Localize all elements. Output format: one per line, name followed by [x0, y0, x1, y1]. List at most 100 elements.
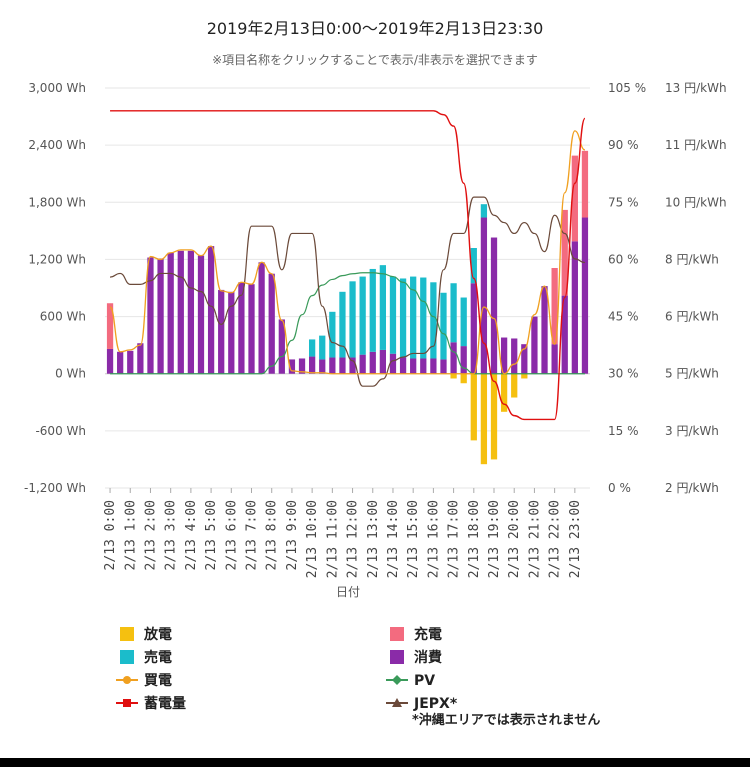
y-mid-tick-label: 60 % — [608, 252, 639, 266]
bar-sell — [410, 276, 417, 359]
legend-label: 蓄電量 — [144, 695, 186, 712]
bar-sell — [369, 268, 376, 352]
bar-consumption — [450, 342, 457, 374]
bar-sell — [430, 282, 437, 359]
bar-charge — [571, 155, 578, 242]
legend-marker-square — [123, 699, 131, 707]
bar-discharge — [480, 373, 488, 465]
bar-consumption — [581, 217, 589, 374]
bar-consumption — [298, 358, 306, 374]
legend-label: JEPX* — [413, 696, 458, 712]
bar-sell — [349, 281, 356, 358]
legend-swatch — [120, 627, 134, 641]
y-left-tick-label: 3,000 Wh — [28, 81, 86, 95]
line-buy — [109, 130, 586, 375]
x-tick-label: 2/13 1:00 — [123, 500, 138, 570]
legend-item[interactable]: 充電 — [390, 626, 442, 643]
bar-consumption — [238, 282, 245, 374]
bar-sell — [460, 297, 467, 347]
line-jepx — [110, 196, 585, 387]
bar-consumption — [197, 255, 205, 374]
bar-consumption — [329, 357, 336, 374]
legend-item[interactable]: PV — [386, 673, 435, 689]
y-left-tick-label: 600 Wh — [40, 310, 86, 324]
x-tick-label: 2/13 9:00 — [285, 500, 300, 570]
legend-item[interactable]: 買電 — [116, 672, 172, 689]
x-tick-label: 2/13 10:00 — [305, 500, 320, 578]
y-left-tick-label: 1,200 Wh — [28, 252, 86, 266]
bar-discharge — [460, 373, 467, 384]
x-tick-label: 2/13 18:00 — [467, 500, 482, 578]
bar-charge — [551, 268, 558, 345]
y-right-tick-label: 8 円/kWh — [665, 252, 719, 266]
bar-consumption — [551, 344, 558, 374]
y-axes: -1,200 Wh 0 % 2 円/kWh -600 Wh 15 % 3 円/kWh 0 W… — [24, 81, 727, 495]
bar-sell — [420, 277, 427, 359]
x-axis-label: 日付 — [336, 585, 360, 599]
line-series — [109, 110, 586, 421]
bar-discharge — [490, 373, 498, 460]
x-tick-label: 2/13 8:00 — [265, 500, 280, 570]
bar-consumption — [571, 241, 578, 374]
x-tick-label: 2/13 7:00 — [245, 500, 260, 570]
y-mid-tick-label: 15 % — [608, 424, 639, 438]
x-tick-label: 2/13 16:00 — [426, 500, 441, 578]
x-tick-label: 2/13 6:00 — [224, 500, 239, 570]
legend-swatch — [390, 650, 404, 664]
bar-discharge — [521, 373, 528, 379]
x-tick-label: 2/13 2:00 — [143, 500, 158, 570]
bar-sell — [389, 276, 397, 354]
bar-consumption — [268, 273, 275, 374]
bar-consumption — [218, 289, 225, 374]
bar-consumption — [480, 217, 488, 374]
y-mid-tick-label: 30 % — [608, 367, 639, 381]
bar-consumption — [339, 357, 346, 374]
y-left-tick-label: 1,800 Wh — [28, 195, 86, 209]
legend-item[interactable]: 蓄電量 — [116, 695, 186, 712]
y-left-tick-label: -600 Wh — [35, 424, 86, 438]
y-mid-tick-label: 45 % — [608, 310, 639, 324]
legend-label: PV — [414, 673, 435, 689]
chart-title: 2019年2月13日0:00～2019年2月13日23:30 — [207, 19, 544, 38]
x-tick-label: 2/13 15:00 — [406, 500, 421, 578]
bar-consumption — [157, 258, 164, 374]
bar-consumption — [561, 295, 568, 374]
bar-consumption — [470, 283, 477, 374]
legend-marker-triangle — [392, 698, 402, 707]
y-mid-tick-label: 75 % — [608, 195, 639, 209]
bar-consumption — [430, 358, 437, 374]
legend-item[interactable]: 消費 — [390, 649, 442, 666]
bar-consumption — [369, 351, 376, 374]
bar-sell — [470, 248, 477, 284]
y-right-tick-label: 10 円/kWh — [665, 195, 727, 209]
legend-item[interactable]: 放電 — [120, 626, 172, 643]
bar-consumption — [319, 359, 326, 374]
bar-consumption — [379, 349, 386, 374]
bar-consumption — [228, 291, 235, 374]
bar-consumption — [278, 319, 285, 374]
bar-consumption — [389, 353, 397, 374]
legend-item[interactable]: 売電 — [120, 649, 172, 666]
bar-consumption — [349, 357, 356, 374]
bar-sell — [329, 311, 336, 358]
y-right-tick-label: 5 円/kWh — [665, 367, 719, 381]
y-left-tick-label: -1,200 Wh — [24, 481, 86, 495]
bar-consumption — [500, 337, 508, 374]
bar-consumption — [440, 359, 447, 374]
bar-consumption — [117, 351, 124, 374]
bar-sell — [359, 276, 366, 355]
x-tick-label: 2/13 20:00 — [507, 500, 522, 578]
x-tick-label: 2/13 5:00 — [204, 500, 219, 570]
legend-marker-diamond — [392, 675, 402, 685]
legend-item[interactable]: JEPX* — [386, 696, 458, 712]
bar-consumption — [410, 358, 417, 374]
bar-consumption — [490, 237, 498, 374]
bar-discharge — [511, 373, 518, 398]
bar-sell — [450, 283, 457, 343]
bar-consumption — [399, 357, 407, 374]
x-tick-label: 2/13 21:00 — [527, 500, 542, 578]
legend-swatch — [390, 627, 404, 641]
bar-consumption — [248, 284, 255, 374]
